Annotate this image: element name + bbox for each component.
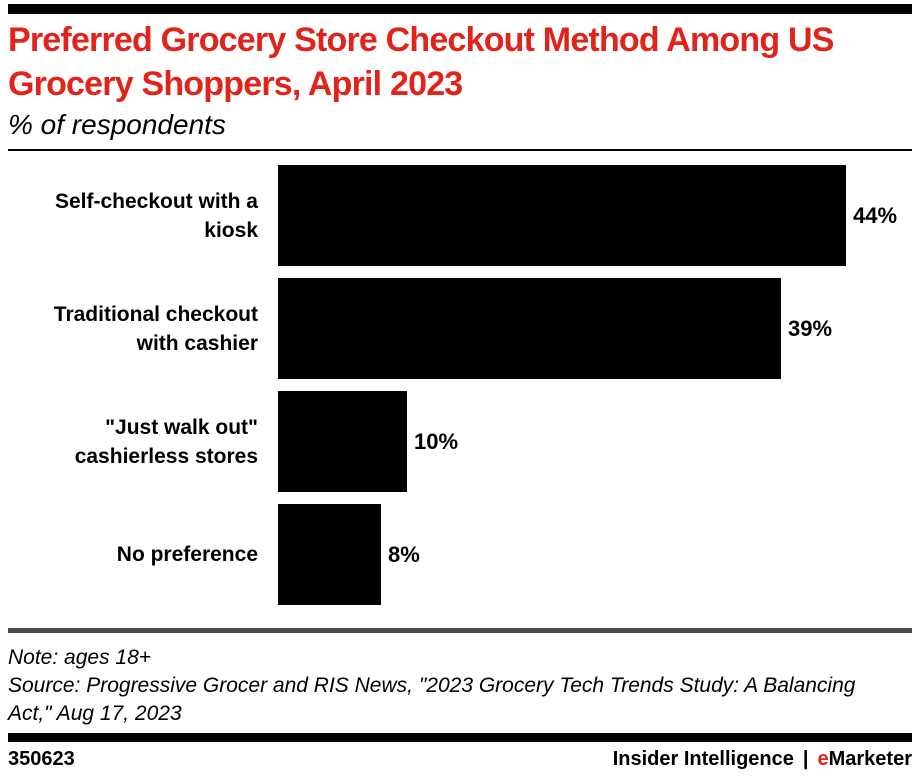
chart-title: Preferred Grocery Store Checkout Method … bbox=[8, 18, 912, 106]
bar-value-label: 8% bbox=[388, 541, 420, 567]
brand-divider: | bbox=[802, 748, 809, 770]
bar bbox=[278, 391, 407, 492]
chart-row: Self-checkout with a kiosk 44% bbox=[8, 165, 912, 266]
brand-lockup: Insider Intelligence | eMarketer bbox=[613, 748, 912, 771]
top-accent-bar bbox=[8, 4, 912, 14]
chart-row: Traditional checkout with cashier 39% bbox=[8, 278, 912, 379]
header-divider-rule bbox=[8, 149, 912, 151]
page: Preferred Grocery Store Checkout Method … bbox=[0, 4, 920, 771]
category-label: No preference bbox=[116, 543, 258, 566]
footer-row: 350623 Insider Intelligence | eMarketer bbox=[8, 748, 912, 771]
bar-area: 8% bbox=[278, 504, 912, 605]
bar-area: 44% bbox=[278, 165, 912, 266]
category-label: Traditional checkout with cashier bbox=[53, 302, 258, 355]
category-label: "Just walk out" cashierless stores bbox=[74, 415, 258, 468]
chart-id: 350623 bbox=[8, 748, 75, 770]
note-source-block: Note: ages 18+ Source: Progressive Groce… bbox=[8, 644, 912, 728]
footer-accent-bar bbox=[8, 733, 912, 742]
bar-area: 10% bbox=[278, 391, 912, 492]
bar-value-label: 44% bbox=[853, 202, 898, 228]
source-text: Source: Progressive Grocer and RIS News,… bbox=[8, 674, 856, 725]
note-text: Note: ages 18+ bbox=[8, 646, 152, 669]
bar-value-label: 10% bbox=[414, 428, 459, 454]
bar bbox=[278, 165, 846, 266]
bar bbox=[278, 504, 381, 605]
bar-chart: Self-checkout with a kiosk 44% Traditional… bbox=[8, 165, 912, 605]
chart-rows: Self-checkout with a kiosk 44% Traditional… bbox=[8, 165, 912, 605]
chart-row: "Just walk out" cashierless stores 10% bbox=[8, 391, 912, 492]
brand-insider-intelligence: Insider Intelligence bbox=[612, 748, 794, 770]
chart-subtitle: % of respondents bbox=[8, 109, 226, 140]
bar-area: 39% bbox=[278, 278, 912, 379]
brand-emarketer-e: e bbox=[817, 748, 829, 770]
brand-emarketer-rest: Marketer bbox=[828, 748, 912, 770]
chart-bottom-rule bbox=[8, 628, 912, 633]
bar-value-label: 39% bbox=[788, 315, 833, 341]
chart-row: No preference 8% bbox=[8, 504, 912, 605]
chart-title-line1: Preferred Grocery Store Checkout Method … bbox=[8, 21, 834, 59]
category-label: Self-checkout with a kiosk bbox=[54, 189, 258, 242]
chart-title-line2: Grocery Shoppers, April 2023 bbox=[8, 65, 463, 103]
bar bbox=[278, 278, 781, 379]
